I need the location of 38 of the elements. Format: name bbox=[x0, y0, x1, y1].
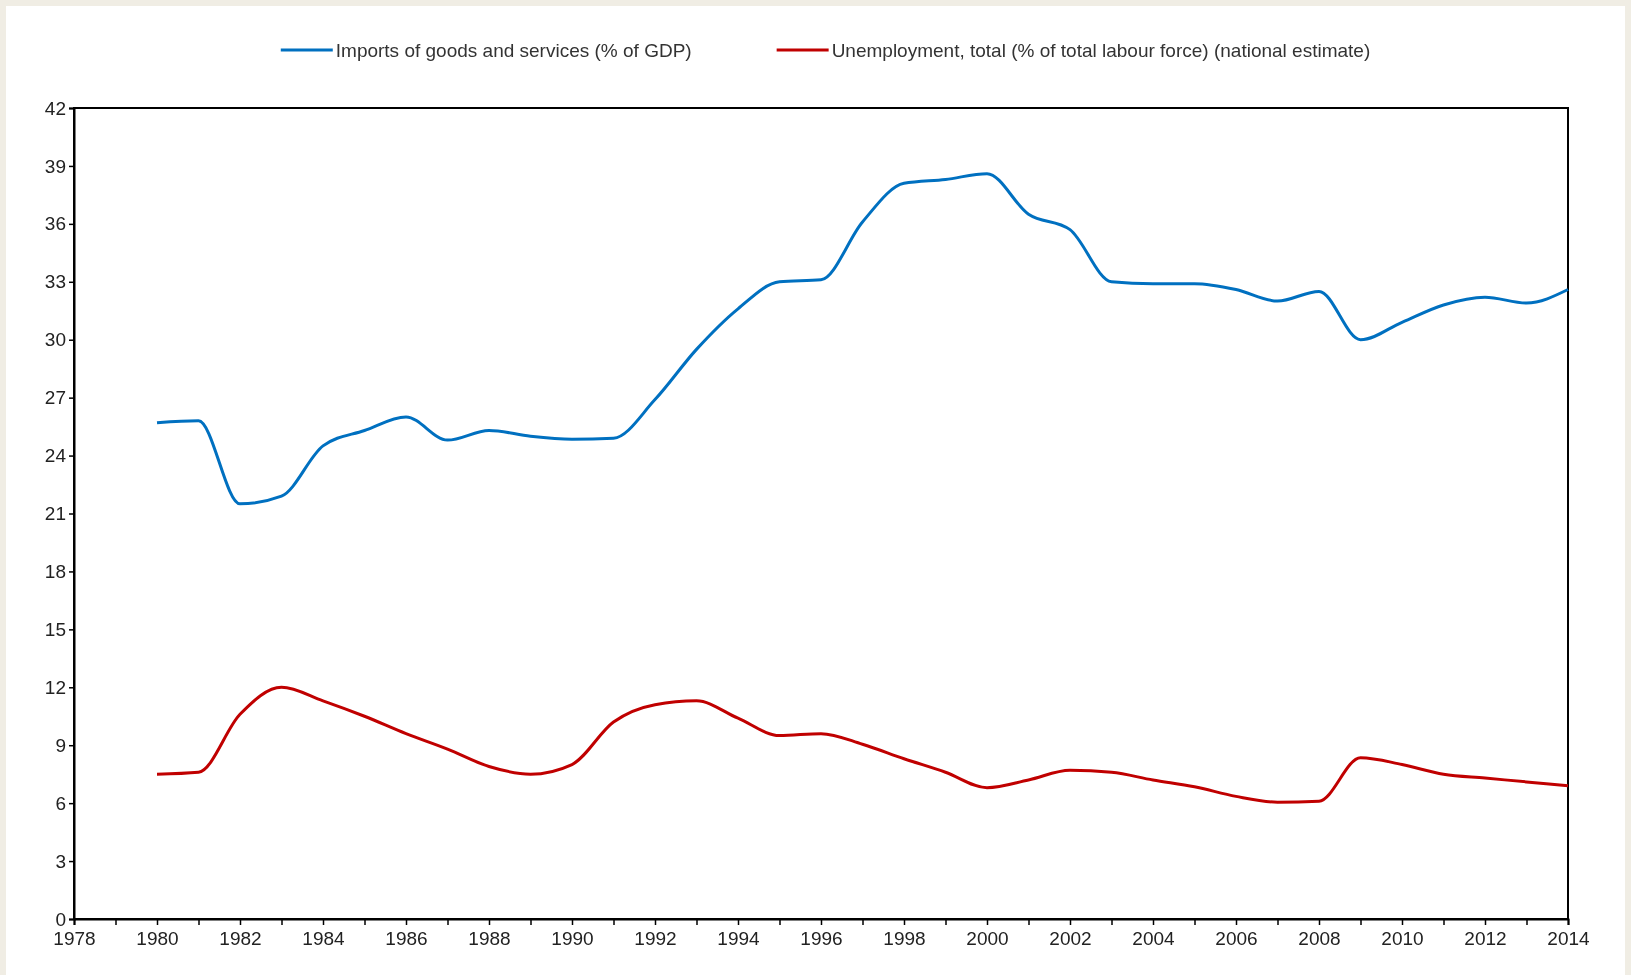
x-tick-label: 1980 bbox=[136, 928, 179, 950]
line-series bbox=[155, 685, 1570, 804]
y-tick-label: 12 bbox=[44, 676, 66, 698]
x-tick-label: 2006 bbox=[1215, 928, 1258, 950]
y-tick-label: 33 bbox=[44, 271, 66, 293]
y-tick-label: 39 bbox=[44, 155, 66, 177]
x-tick-label: 1982 bbox=[219, 928, 262, 950]
legend-label: Imports of goods and services (% of GDP) bbox=[335, 39, 692, 61]
x-tick-label: 1990 bbox=[551, 928, 594, 950]
x-tick-label: 1996 bbox=[800, 928, 843, 950]
y-tick-label: 6 bbox=[55, 792, 66, 814]
x-tick-label: 1998 bbox=[883, 928, 926, 950]
x-tick-label: 2004 bbox=[1132, 928, 1176, 950]
x-tick-label: 2012 bbox=[1464, 928, 1507, 950]
x-tick-label: 2000 bbox=[966, 928, 1009, 950]
x-tick-label: 1988 bbox=[468, 928, 511, 950]
y-tick-label: 24 bbox=[44, 445, 67, 467]
y-tick-label: 36 bbox=[44, 213, 66, 235]
y-tick-label: 27 bbox=[44, 387, 66, 409]
x-tick-label: 2010 bbox=[1381, 928, 1424, 950]
y-tick-label: 42 bbox=[44, 97, 66, 119]
y-tick-label: 3 bbox=[55, 850, 66, 872]
y-tick-label: 18 bbox=[44, 561, 66, 583]
y-tick-label: 21 bbox=[44, 503, 66, 525]
x-tick-label: 1992 bbox=[634, 928, 677, 950]
y-tick-label: 15 bbox=[44, 618, 66, 640]
x-tick-label: 1978 bbox=[53, 928, 96, 950]
y-tick-label: 0 bbox=[55, 908, 66, 930]
x-tick-label: 2014 bbox=[1547, 928, 1591, 950]
y-tick-label: 9 bbox=[55, 734, 66, 756]
x-tick-label: 2002 bbox=[1049, 928, 1092, 950]
x-tick-label: 1994 bbox=[717, 928, 761, 950]
legend-label: Unemployment, total (% of total labour force) (national estimate) bbox=[831, 39, 1371, 61]
x-tick-label: 1986 bbox=[385, 928, 428, 950]
line-series bbox=[155, 172, 1570, 506]
x-tick-label: 2008 bbox=[1298, 928, 1341, 950]
x-tick-label: 1984 bbox=[302, 928, 346, 950]
y-tick-label: 30 bbox=[44, 329, 66, 351]
